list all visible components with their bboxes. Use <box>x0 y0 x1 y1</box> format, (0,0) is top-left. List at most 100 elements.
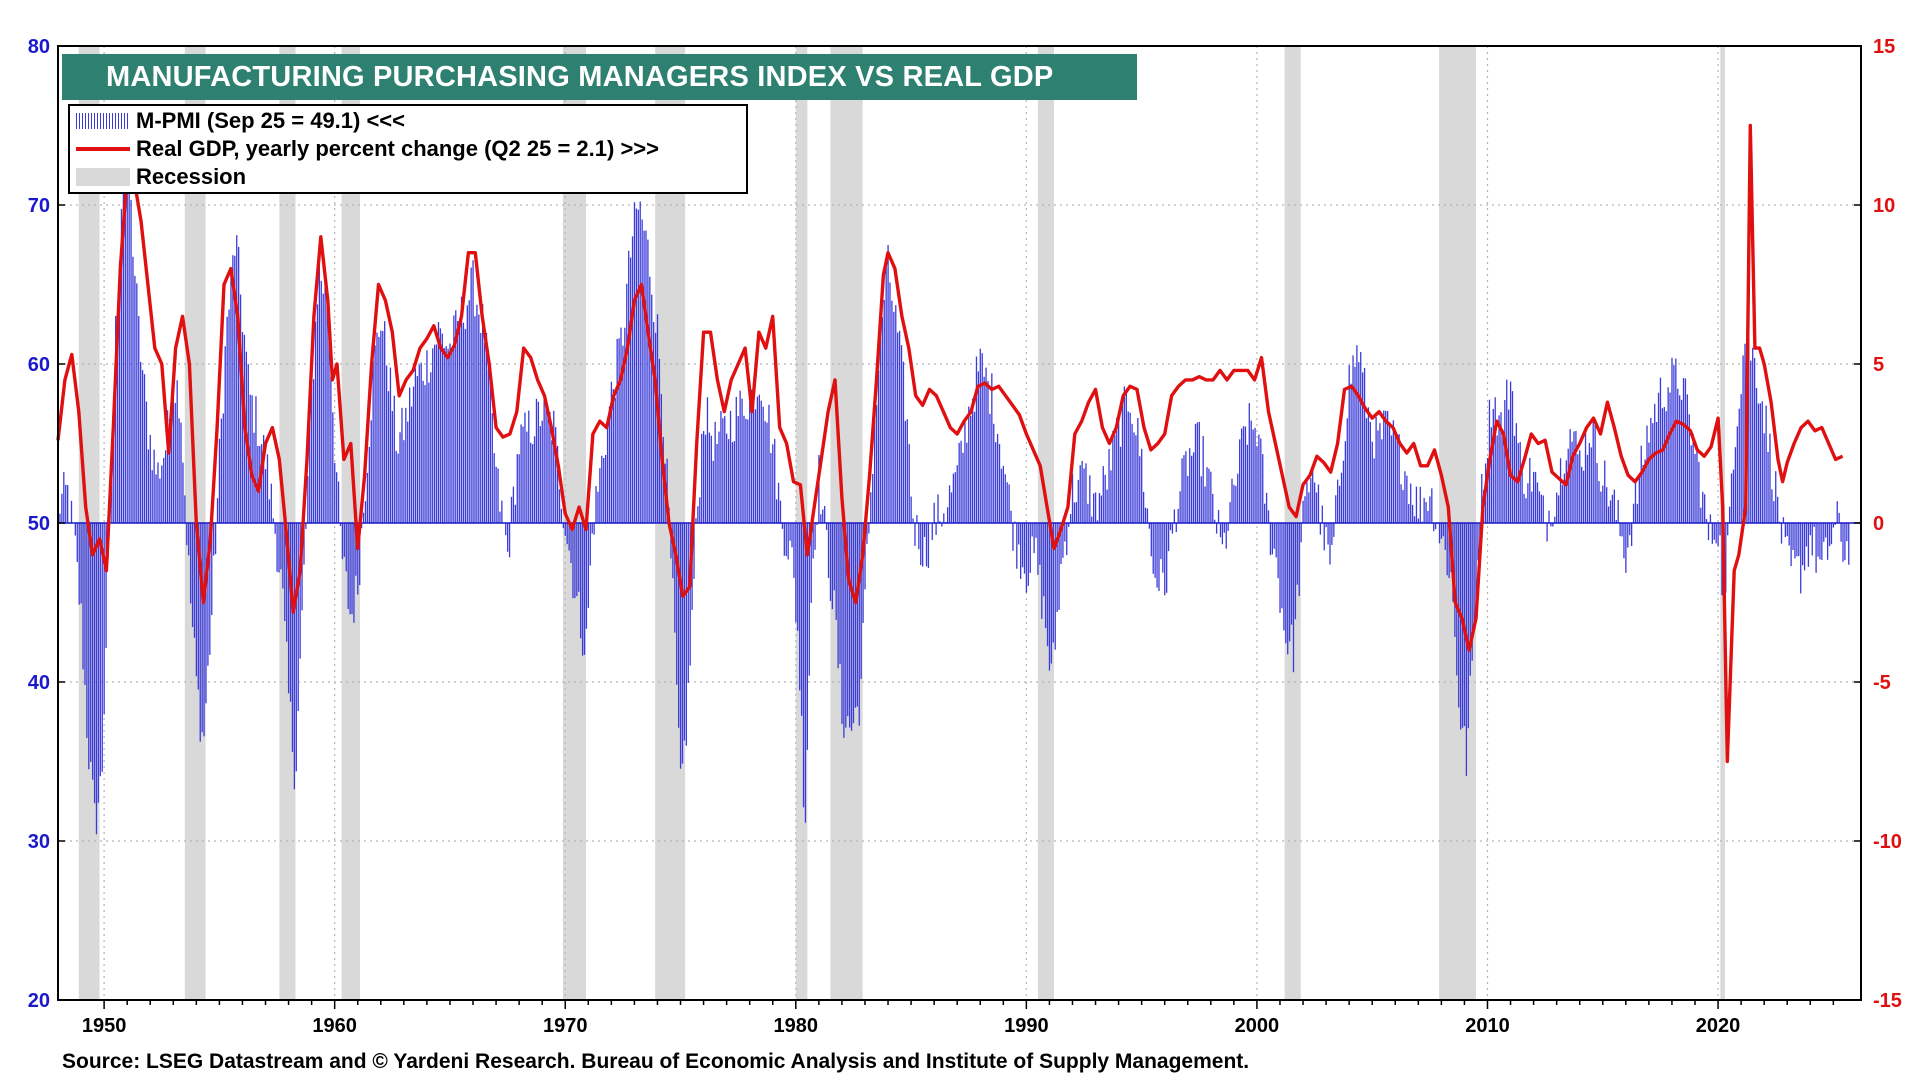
pmi-bar <box>1033 523 1035 554</box>
pmi-bar <box>1669 392 1671 523</box>
pmi-bar <box>1444 523 1446 550</box>
pmi-bar <box>1362 372 1364 523</box>
pmi-bar <box>426 350 428 523</box>
pmi-bar <box>628 250 630 523</box>
pmi-bar <box>743 415 745 523</box>
pmi-bar <box>330 376 332 523</box>
pmi-bar <box>985 367 987 523</box>
pmi-bar <box>199 523 201 742</box>
x-tick-label: 1960 <box>312 1015 357 1037</box>
pmi-bar <box>226 316 228 523</box>
pmi-bar <box>1290 523 1293 625</box>
pmi-bar <box>80 523 82 604</box>
x-tick-label: 1990 <box>1004 1015 1049 1037</box>
pmi-bar <box>1498 415 1500 523</box>
pmi-bar <box>1548 510 1550 523</box>
pmi-bar <box>547 409 549 523</box>
pmi-bar <box>1559 458 1562 523</box>
pmi-bar <box>1569 429 1571 523</box>
pmi-bar <box>787 523 789 560</box>
pmi-bar <box>1337 479 1339 523</box>
pmi-bar <box>1623 523 1625 559</box>
pmi-bar <box>462 322 465 523</box>
pmi-bar <box>1755 388 1758 523</box>
pmi-bar <box>724 416 726 523</box>
pmi-bar <box>1329 523 1331 565</box>
pmi-bar <box>191 523 194 628</box>
pmi-bar <box>939 521 941 523</box>
pmi-bar <box>1141 448 1143 523</box>
pmi-bar <box>407 421 409 523</box>
pmi-bar <box>841 523 843 724</box>
pmi-bar <box>839 523 841 664</box>
pmi-bar <box>1728 506 1731 523</box>
legend-swatch-bars <box>76 113 130 129</box>
pmi-bar <box>1519 442 1521 523</box>
pmi-bar <box>1179 491 1181 523</box>
pmi-bar <box>1636 503 1639 523</box>
pmi-bar <box>1665 411 1667 523</box>
pmi-bar <box>751 389 753 523</box>
pmi-bar <box>220 418 223 523</box>
pmi-bar <box>931 523 933 540</box>
pmi-bar <box>270 483 272 523</box>
pmi-bar <box>516 454 518 523</box>
pmi-bar <box>168 418 171 523</box>
pmi-bar <box>902 361 905 523</box>
pmi-bar <box>1594 422 1596 523</box>
pmi-bar <box>1757 403 1760 523</box>
pmi-bar <box>898 330 901 523</box>
pmi-bar <box>236 235 238 523</box>
pmi-bar <box>852 523 855 724</box>
pmi-bar <box>553 410 555 523</box>
pmi-bar <box>1577 454 1579 523</box>
pmi-bar <box>1711 523 1713 544</box>
pmi-bar <box>989 413 991 523</box>
pmi-bar <box>858 523 860 726</box>
pmi-bar <box>654 332 657 523</box>
pmi-bar <box>234 255 236 523</box>
pmi-bar <box>810 523 812 603</box>
pmi-bar <box>1285 523 1287 644</box>
pmi-bar <box>1210 471 1212 523</box>
pmi-bar <box>591 523 593 534</box>
pmi-bar <box>651 294 653 523</box>
pmi-bar <box>1769 433 1771 523</box>
pmi-bar <box>1194 423 1197 523</box>
pmi-bar <box>1219 523 1222 538</box>
pmi-bar <box>266 454 269 523</box>
pmi-bar <box>458 326 461 523</box>
pmi-bar <box>1629 523 1631 536</box>
pmi-bar <box>1573 431 1575 523</box>
pmi-bar <box>908 444 910 523</box>
pmi-bar <box>1682 377 1685 523</box>
pmi-bar <box>1325 523 1327 528</box>
pmi-bar <box>1116 417 1118 523</box>
pmi-bar <box>261 444 263 523</box>
pmi-bar <box>603 457 605 523</box>
pmi-bar <box>1536 482 1539 523</box>
pmi-bar <box>614 397 616 523</box>
pmi-bar <box>1842 523 1844 562</box>
pmi-bar <box>1338 485 1341 523</box>
pmi-bar <box>1100 495 1102 523</box>
pmi-bar <box>835 523 837 620</box>
pmi-bar <box>789 523 791 541</box>
pmi-bar <box>873 420 876 523</box>
pmi-bar <box>1246 444 1249 523</box>
pmi-bar <box>209 523 211 655</box>
pmi-bar <box>307 476 309 523</box>
pmi-bar <box>998 444 1001 523</box>
pmi-bar <box>1221 523 1224 545</box>
pmi-bar <box>897 332 899 523</box>
pmi-bar <box>159 478 161 523</box>
pmi-bar <box>1244 426 1247 523</box>
pmi-bar <box>1265 492 1268 523</box>
pmi-bar <box>822 509 824 523</box>
pmi-bar <box>872 474 874 523</box>
pmi-bar <box>291 523 294 752</box>
pmi-bar <box>293 523 296 790</box>
pmi-bar <box>1377 430 1379 523</box>
pmi-bar <box>1404 471 1406 523</box>
pmi-bar <box>197 523 199 690</box>
